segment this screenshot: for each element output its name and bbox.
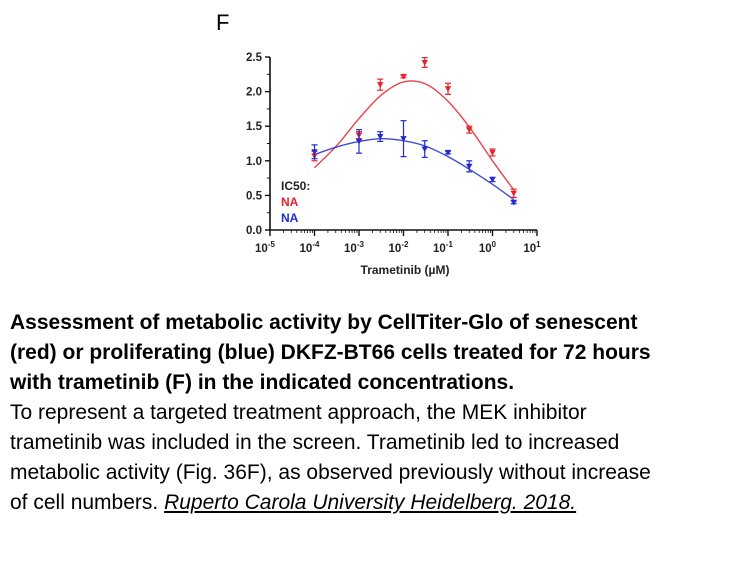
data-point-red	[377, 82, 384, 88]
y-tick-label: 0.5	[246, 190, 263, 202]
caption-title-line: Assessment of metabolic activity by Cell…	[10, 311, 638, 334]
caption-title-line: with trametinib (F) in the indicated con…	[10, 371, 515, 394]
x-tick-label: 10-3	[344, 240, 364, 255]
caption-body-line: To represent a targeted treatment approa…	[10, 401, 587, 424]
x-tick-label: 101	[523, 240, 541, 255]
figure-caption: Assessment of metabolic activity by Cell…	[10, 308, 750, 518]
x-tick-label: 100	[479, 240, 497, 255]
data-point-blue	[489, 176, 496, 183]
data-point-blue	[311, 149, 318, 156]
x-tick-label: 10-4	[300, 240, 320, 255]
fit-curve-blue	[314, 137, 515, 201]
legend-entry-red: NA	[281, 195, 299, 209]
data-points	[311, 57, 517, 206]
y-tick-label: 1.5	[246, 121, 263, 133]
fit-curve-red	[314, 80, 515, 191]
y-tick-label: 2.5	[246, 52, 263, 64]
data-point-red	[444, 86, 452, 93]
legend-entry-blue: NA	[281, 211, 299, 225]
data-point-red	[510, 190, 517, 197]
data-point-blue	[466, 163, 473, 170]
caption-body-line: metabolic activity (Fig. 36F), as observ…	[10, 461, 651, 484]
legend: IC50: NA NA	[281, 179, 310, 225]
caption-last-line: of cell numbers. Ruperto Carola Universi…	[10, 488, 750, 518]
y-tick-label: 0.0	[246, 225, 262, 237]
data-point-red	[466, 127, 473, 133]
y-tick-label: 2.0	[246, 87, 262, 99]
data-point-red	[489, 149, 496, 156]
data-point-blue	[377, 134, 384, 140]
fit-curves	[314, 80, 515, 201]
data-point-red	[421, 59, 428, 66]
caption-body-text: of cell numbers.	[10, 491, 165, 514]
data-point-blue	[400, 136, 407, 142]
data-point-blue	[355, 138, 363, 145]
y-tick-label: 1.0	[246, 156, 262, 168]
panel-letter: F	[216, 10, 229, 35]
legend-title: IC50:	[281, 179, 310, 193]
caption-title-line: (red) or proliferating (blue) DKFZ-BT66 …	[10, 341, 651, 364]
data-point-red	[400, 73, 407, 80]
x-tick-label: 10-1	[433, 240, 453, 255]
figure-panel: F 0.0 0.5 1.0 1.5 2.0 2.5 10-5 10-4 10-3 10-2 10-1…	[216, 10, 541, 277]
data-point-blue	[510, 199, 517, 206]
axes: 0.0 0.5 1.0 1.5 2.0 2.5 10-5 10-4 10-3 10-2 10-1 10…	[246, 52, 541, 255]
data-point-blue	[444, 149, 452, 156]
citation-link[interactable]: Ruperto Carola University Heidelberg. 20…	[164, 491, 577, 514]
x-tick-label: 10-5	[255, 240, 275, 255]
dose-response-chart: F 0.0 0.5 1.0 1.5 2.0 2.5 10-5 10-4 10-3 10-2 10-1…	[216, 10, 541, 277]
x-axis-label: Trametinib (µM)	[361, 263, 450, 277]
x-tick-label: 10-2	[389, 240, 409, 255]
data-point-blue	[421, 146, 428, 153]
caption-body-line: trametinib was included in the screen. T…	[10, 431, 620, 454]
